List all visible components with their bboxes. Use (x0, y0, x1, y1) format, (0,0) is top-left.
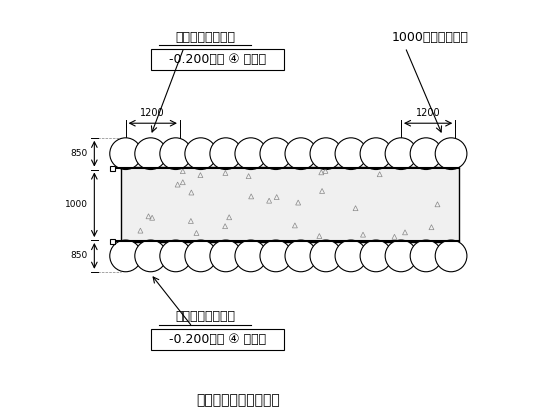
Bar (122, 168, 459, 242)
Text: 三轴水泥土搅拌桩: 三轴水泥土搅拌桩 (175, 310, 235, 323)
Text: 1000厚地下连续墙: 1000厚地下连续墙 (392, 31, 469, 44)
Circle shape (260, 138, 292, 170)
Circle shape (260, 240, 292, 272)
Circle shape (310, 240, 342, 272)
Circle shape (185, 240, 217, 272)
Text: 三轴水泥土搅拌桩: 三轴水泥土搅拌桩 (175, 31, 235, 44)
Circle shape (435, 138, 467, 170)
Text: 1200: 1200 (141, 108, 165, 118)
Circle shape (235, 138, 267, 170)
Text: 850: 850 (71, 149, 88, 158)
Circle shape (310, 138, 342, 170)
Circle shape (185, 138, 217, 170)
Bar (151, 50, 284, 70)
Circle shape (210, 240, 241, 272)
Circle shape (110, 240, 142, 272)
Circle shape (285, 240, 317, 272)
Text: -0.200～第 ④ 层底部: -0.200～第 ④ 层底部 (169, 333, 266, 346)
Circle shape (335, 138, 367, 170)
Circle shape (385, 138, 417, 170)
Text: 1000: 1000 (65, 200, 88, 209)
Circle shape (410, 240, 442, 272)
Circle shape (160, 138, 192, 170)
Circle shape (410, 138, 442, 170)
Circle shape (360, 138, 392, 170)
Circle shape (335, 240, 367, 272)
Circle shape (135, 240, 166, 272)
Circle shape (210, 138, 241, 170)
Text: -0.200～第 ④ 层底部: -0.200～第 ④ 层底部 (169, 53, 266, 66)
Circle shape (235, 240, 267, 272)
Text: 三轴搅拌桩平面示意图: 三轴搅拌桩平面示意图 (197, 393, 280, 407)
Bar (110, 166, 115, 171)
Circle shape (435, 240, 467, 272)
Bar (110, 239, 115, 244)
Circle shape (160, 240, 192, 272)
Circle shape (360, 240, 392, 272)
Text: 850: 850 (71, 252, 88, 260)
Circle shape (385, 240, 417, 272)
Circle shape (110, 138, 142, 170)
Circle shape (135, 138, 166, 170)
Text: 1200: 1200 (416, 108, 440, 118)
Circle shape (285, 138, 317, 170)
Bar (151, 329, 284, 350)
